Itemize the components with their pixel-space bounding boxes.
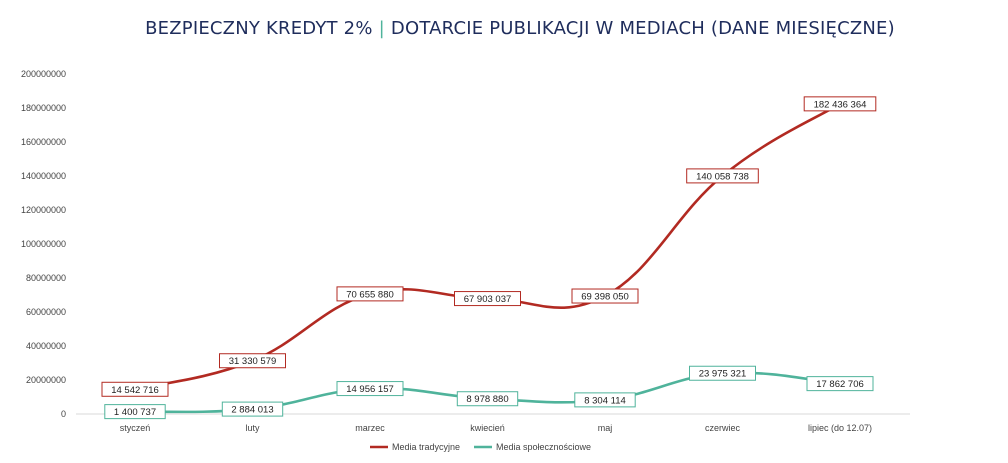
legend-label: Media tradycyjne [392,442,460,452]
data-label: 14 542 716 [101,381,169,397]
y-tick-label: 160000000 [21,137,66,147]
data-label-text: 69 398 050 [581,292,629,303]
chart-title: BEZPIECZNY KREDYT 2% | DOTARCIE PUBLIKACJI… [0,18,1008,39]
data-label-text: 8 304 114 [584,395,626,406]
data-label-text: 23 975 321 [699,369,747,380]
y-tick-label: 180000000 [21,103,66,113]
data-label-text: 70 655 880 [346,289,394,300]
y-tick-label: 200000000 [21,69,66,79]
data-label-text: 14 956 157 [346,384,394,395]
data-label-text: 182 436 364 [814,99,867,110]
x-tick-label: kwiecień [470,423,505,433]
data-label-box [336,381,404,397]
data-label: 31 330 579 [219,353,286,369]
data-label-text: 17 862 706 [816,379,864,390]
data-label-text: 31 330 579 [229,356,277,367]
data-label: 70 655 880 [336,286,404,302]
data-label-box [221,401,284,417]
title-separator: | [378,18,385,39]
data-label: 140 058 738 [686,168,759,184]
y-tick-label: 80000000 [26,273,66,283]
data-label: 1 400 737 [104,404,166,420]
y-tick-label: 20000000 [26,375,66,385]
y-tick-label: 100000000 [21,239,66,249]
data-label-box [219,353,286,369]
data-label-box [574,392,636,408]
data-label: 23 975 321 [689,365,756,381]
data-label-box [571,288,639,304]
x-tick-label: lipiec (do 12.07) [808,423,872,433]
data-label: 2 884 013 [221,401,284,417]
data-label: 182 436 364 [803,96,877,112]
legend-item: Media tradycyjne [370,442,460,452]
data-label-text: 140 058 738 [696,171,749,182]
title-part1: BEZPIECZNY KREDYT 2% [145,18,373,39]
data-label: 17 862 706 [806,376,874,392]
data-label-box [101,381,169,397]
data-label-box [806,376,874,392]
data-label-box [456,391,519,407]
data-label-box [104,404,166,420]
data-label: 67 903 037 [454,291,521,307]
y-tick-label: 60000000 [26,307,66,317]
data-label-text: 1 400 737 [114,407,156,418]
x-tick-label: luty [245,423,260,433]
y-tick-label: 140000000 [21,171,66,181]
y-tick-label: 120000000 [21,205,66,215]
x-tick-label: styczeń [120,423,151,433]
legend-item: Media społecznościowe [474,442,591,452]
x-tick-label: czerwiec [705,423,741,433]
data-label-box [454,291,521,307]
data-label-text: 67 903 037 [464,294,512,305]
data-label-text: 2 884 013 [231,405,273,416]
data-label-box [689,365,756,381]
data-label: 8 978 880 [456,391,519,407]
series-line-media-tradycyjne [133,102,842,391]
data-label: 8 304 114 [574,392,636,408]
data-label-text: 14 542 716 [111,385,159,396]
data-label-text: 8 978 880 [466,394,508,405]
legend-label: Media społecznościowe [496,442,591,452]
data-label: 69 398 050 [571,288,639,304]
y-tick-label: 40000000 [26,341,66,351]
title-part2: DOTARCIE PUBLIKACJI W MEDIACH (DANE MIES… [390,18,895,39]
data-label-box [336,286,404,302]
data-label: 14 956 157 [336,381,404,397]
data-label-box [686,168,759,184]
x-tick-label: maj [598,423,613,433]
y-tick-label: 0 [61,409,66,419]
x-tick-label: marzec [355,423,385,433]
data-label-box [803,96,877,112]
